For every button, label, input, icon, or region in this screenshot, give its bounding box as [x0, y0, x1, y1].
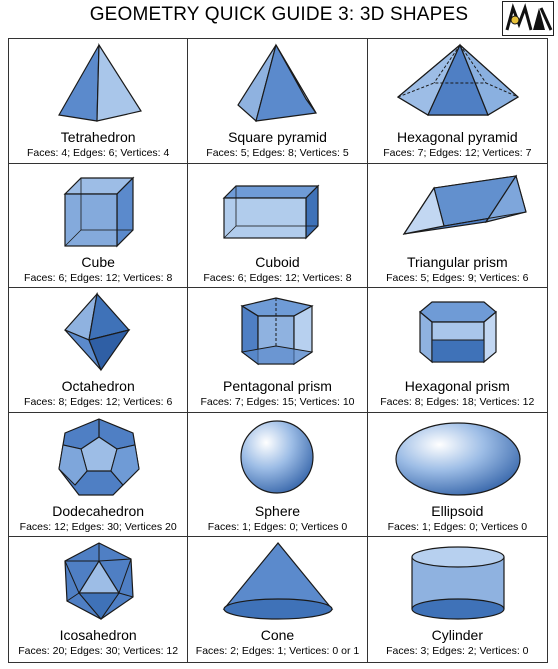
shape-card: Icosahedron Faces: 20; Edges: 30; Vertic…: [9, 537, 189, 662]
shape-name: Cone: [260, 627, 295, 644]
shape-properties: Faces: 20; Edges: 30; Vertices: 12: [18, 645, 179, 658]
shape-properties: Faces: 2; Edges: 1; Vertices: 0 or 1: [195, 645, 360, 658]
shape-card: Hexagonal prism Faces: 8; Edges: 18; Ver…: [367, 288, 547, 413]
hexagonal-pyramid-icon: [396, 43, 519, 116]
shape-card: Cube Faces: 6; Edges: 12; Vertices: 8: [9, 163, 189, 289]
dodecahedron-icon: [58, 418, 140, 496]
logo: [502, 1, 554, 36]
shape-card: Cuboid Faces: 6; Edges: 12; Vertices: 8: [188, 163, 368, 289]
shape-properties: Faces: 1; Edges: 0; Vertices 0: [207, 520, 348, 533]
triangular-prism-icon: [402, 174, 527, 235]
cuboid-icon: [222, 184, 320, 240]
pentagonal-prism-icon: [240, 297, 315, 366]
shape-card: Dodecahedron Faces: 12; Edges: 30; Verti…: [9, 412, 189, 538]
shape-properties: Faces: 6; Edges: 12; Vertices: 8: [24, 271, 173, 284]
shape-card: Tetrahedron Faces: 4; Edges: 6; Vertices…: [9, 39, 189, 164]
cube-icon: [63, 176, 135, 248]
shape-properties: Faces: 3; Edges: 2; Vertices: 0: [386, 645, 529, 658]
shape-properties: Faces: 5; Edges: 8; Vertices: 5: [206, 147, 349, 159]
shape-name: Icosahedron: [59, 627, 137, 644]
shape-properties: Faces: 6; Edges: 12; Vertices: 8: [203, 271, 352, 284]
shape-properties: Faces: 8; Edges: 18; Vertices: 12: [380, 396, 535, 409]
shape-name: Tetrahedron: [60, 129, 136, 145]
shape-card: Octahedron Faces: 8; Edges: 12; Vertices…: [9, 288, 189, 413]
shape-card: Pentagonal prism Faces: 7; Edges: 15; Ve…: [188, 288, 368, 413]
shape-name: Pentagonal prism: [223, 378, 332, 395]
shape-properties: Faces: 12; Edges: 30; Vertices 20: [19, 520, 177, 533]
shape-name: Dodecahedron: [52, 502, 145, 519]
shape-card: Triangular prism Faces: 5; Edges: 9; Ver…: [367, 164, 547, 289]
shape-card: Hexagonal pyramid Faces: 7; Edges: 12; V…: [367, 39, 547, 164]
shape-name: Cuboid: [255, 253, 300, 270]
cone-icon: [223, 542, 334, 620]
shape-card: Square pyramid Faces: 5; Edges: 8; Verti…: [188, 39, 368, 164]
shape-name: Square pyramid: [228, 129, 327, 145]
tetrahedron-icon: [58, 43, 142, 122]
shapes-grid: Tetrahedron Faces: 4; Edges: 6; Vertices…: [8, 38, 548, 663]
hexagonal-prism-icon: [418, 301, 497, 364]
shape-properties: Faces: 7; Edges: 12; Vertices: 7: [383, 147, 532, 159]
shape-properties: Faces: 5; Edges: 9; Vertices: 6: [386, 271, 529, 284]
shape-card: Cone Faces: 2; Edges: 1; Vertices: 0 or …: [188, 537, 368, 662]
ellipsoid-icon: [395, 422, 521, 496]
shape-name: Cylinder: [431, 627, 483, 644]
page-title: GEOMETRY QUICK GUIDE 3: 3D SHAPES: [89, 4, 469, 25]
shape-name: Triangular prism: [407, 253, 508, 270]
cylinder-icon: [411, 546, 505, 620]
shape-name: Octahedron: [61, 378, 135, 395]
octahedron-icon: [63, 292, 131, 372]
shape-card: Cylinder Faces: 3; Edges: 2; Vertices: 0: [368, 537, 547, 662]
shape-properties: Faces: 1; Edges: 0; Vertices 0: [387, 520, 528, 533]
shape-properties: Faces: 4; Edges: 6; Vertices: 4: [26, 147, 170, 159]
shape-properties: Faces: 8; Edges: 12; Vertices: 6: [24, 396, 173, 409]
shape-name: Ellipsoid: [431, 502, 484, 519]
sphere-icon: [240, 420, 314, 494]
shape-card: Sphere Faces: 1; Edges: 0; Vertices 0: [188, 412, 368, 538]
icosahedron-icon: [64, 542, 134, 621]
shape-name: Sphere: [254, 502, 301, 519]
shape-name: Cube: [81, 253, 115, 270]
shape-name: Hexagonal pyramid: [397, 129, 518, 145]
shape-name: Hexagonal prism: [404, 378, 510, 395]
shape-card: Ellipsoid Faces: 1; Edges: 0; Vertices 0: [367, 413, 547, 538]
square-pyramid-icon: [237, 43, 318, 123]
shape-properties: Faces: 7; Edges: 15; Vertices: 10: [200, 396, 355, 409]
